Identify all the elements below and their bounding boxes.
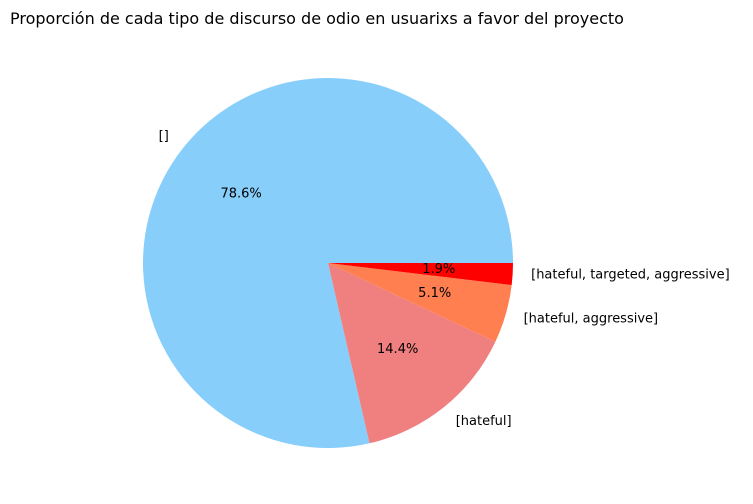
slice-percentage-label: 78.6% bbox=[220, 186, 261, 201]
slice-percentage-label: 5.1% bbox=[418, 286, 451, 301]
pie-slice bbox=[328, 263, 512, 342]
pie-slice bbox=[328, 263, 513, 286]
slice-percentage-label: 1.9% bbox=[422, 262, 455, 277]
pie-slice bbox=[328, 263, 496, 444]
slice-category-label: [hateful, targeted, aggressive] bbox=[531, 268, 730, 283]
pie-chart: [] 78.6% [hateful] 14.4% [hateful, aggressiv… bbox=[143, 78, 730, 448]
slice-category-label: [hateful] bbox=[456, 414, 512, 429]
slice-category-label: [] bbox=[159, 129, 169, 144]
slice-category-label: [hateful, aggressive] bbox=[524, 312, 659, 327]
chart-title: Proporción de cada tipo de discurso de o… bbox=[10, 9, 624, 28]
slice-percentage-label: 14.4% bbox=[377, 342, 418, 357]
